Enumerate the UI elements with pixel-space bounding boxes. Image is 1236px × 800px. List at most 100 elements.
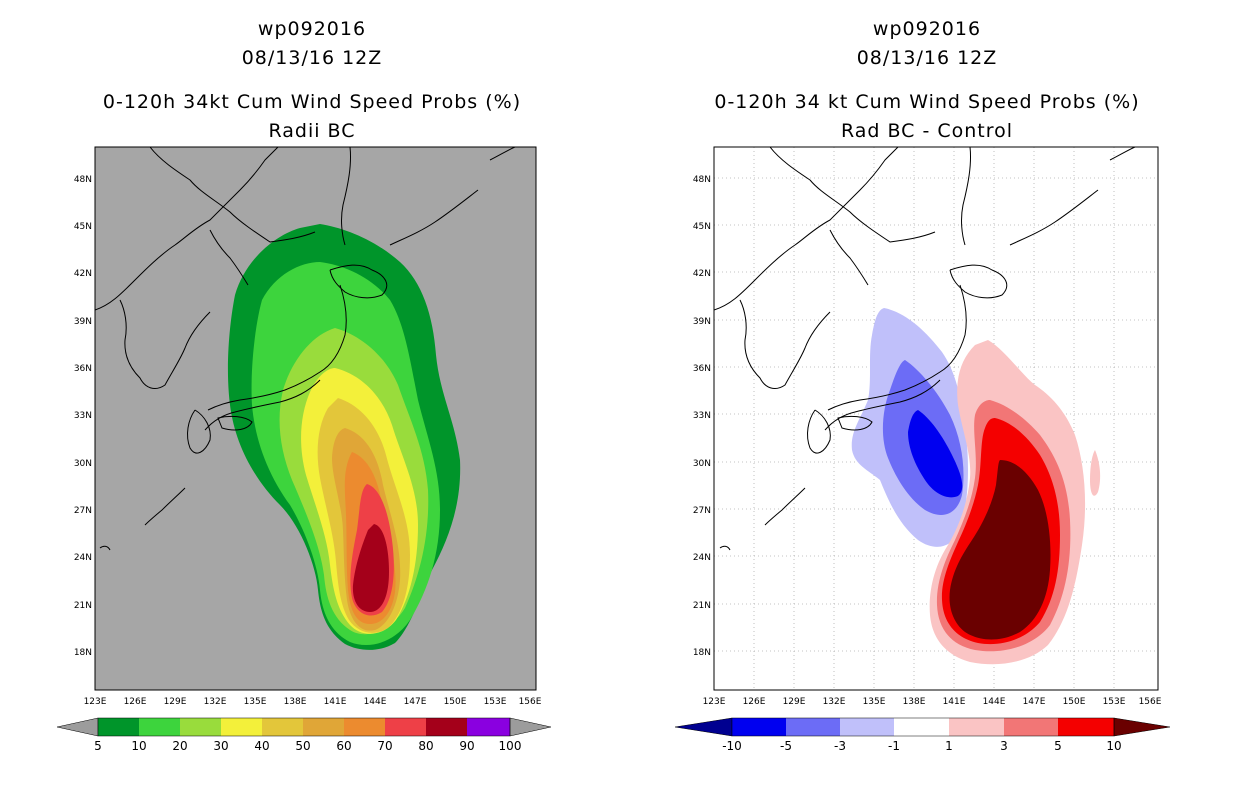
right-colorbar-label: -10	[722, 739, 742, 753]
left-lon-label: 129E	[164, 697, 187, 707]
coastline-kyushu	[187, 409, 211, 454]
coastline-asia-north	[769, 147, 936, 243]
left-lat-label: 33N	[74, 411, 92, 421]
contour-80	[352, 524, 389, 612]
left-map-frame	[94, 146, 537, 691]
right-storm-id: wp092016	[872, 18, 982, 40]
left-lon-label: 153E	[484, 697, 507, 707]
right-colorbar-label: -3	[834, 739, 846, 753]
left-colorbar-label: 30	[213, 739, 228, 753]
coastline-honshu-south	[204, 379, 321, 431]
left-colorbar-bin	[385, 718, 426, 736]
right-lon-label: 135E	[863, 697, 886, 707]
right-difference-contours	[851, 308, 1101, 665]
coastline-asia	[95, 147, 279, 311]
coastline-asia-north	[149, 147, 316, 243]
right-lon-label: 126E	[743, 697, 766, 707]
left-lat-label: 30N	[74, 459, 92, 469]
left-colorbar-label: 20	[172, 739, 187, 753]
left-lon-label: 132E	[204, 697, 227, 707]
left-colorbar-label: 10	[131, 739, 146, 753]
left-lat-label: 45N	[74, 222, 92, 232]
left-colorbar-bin	[221, 718, 262, 736]
coastline-ryukyu	[764, 487, 806, 526]
left-lon-label: 156E	[519, 697, 542, 707]
left-colorbar-label: 70	[377, 739, 392, 753]
coastline-hokkaido	[949, 264, 1008, 299]
left-lon-label: 141E	[324, 697, 347, 707]
right-lat-label: 42N	[693, 269, 711, 279]
coastline-honshu-south	[824, 379, 941, 431]
left-lat-label: 27N	[74, 506, 92, 516]
right-colorbar-high-arrow	[1113, 717, 1171, 737]
right-colorbar-labels: -10 -5 -3 -1 1 3 5 10	[722, 739, 1121, 753]
coastline-kurils	[389, 189, 479, 246]
right-lat-label: 18N	[693, 648, 711, 658]
right-colorbar-bin	[949, 718, 1004, 736]
left-colorbar-label: 60	[336, 739, 351, 753]
left-lon-label: 147E	[404, 697, 427, 707]
right-title: 0-120h 34 kt Cum Wind Speed Probs (%)	[714, 91, 1140, 113]
coastline-taiwan	[99, 545, 111, 551]
left-lat-label: 18N	[74, 648, 92, 658]
left-colorbar-label: 50	[295, 739, 310, 753]
right-lat-label: 33N	[693, 411, 711, 421]
left-date: 08/13/16 12Z	[241, 47, 383, 69]
right-lon-label: 150E	[1063, 697, 1086, 707]
right-colorbar-label: -1	[888, 739, 900, 753]
coastline-hokkaido	[329, 264, 388, 299]
right-lon-label: 138E	[903, 697, 926, 707]
right-lon-label: 129E	[783, 697, 806, 707]
left-lat-label: 48N	[74, 175, 92, 185]
right-colorbar-label: -5	[780, 739, 792, 753]
right-lat-label: 24N	[693, 553, 711, 563]
left-colorbar-label: 40	[254, 739, 269, 753]
right-lat-label: 30N	[693, 459, 711, 469]
right-lat-labels: 48N 45N 42N 39N 36N 33N 30N 27N 24N 21N …	[693, 175, 711, 658]
left-colorbar-label: 90	[459, 739, 474, 753]
right-colorbar-bin	[894, 718, 949, 736]
right-lon-label: 144E	[983, 697, 1006, 707]
right-date: 08/13/16 12Z	[856, 47, 998, 69]
right-lat-label: 27N	[693, 506, 711, 516]
left-lon-label: 150E	[444, 697, 467, 707]
coastline-sakhalin	[341, 147, 351, 246]
coastline-kamchatka	[489, 147, 516, 161]
left-colorbar-bin	[98, 718, 139, 736]
right-colorbar-label: 3	[1000, 739, 1008, 753]
left-colorbar-labels: 5 10 20 30 40 50 60 70 80 90 100	[94, 739, 521, 753]
coastline-shikoku	[217, 415, 253, 431]
left-lon-label: 123E	[84, 697, 107, 707]
right-lon-label: 156E	[1139, 697, 1162, 707]
contour-pos-1-east	[1090, 450, 1101, 496]
contour-neg-5	[908, 410, 963, 498]
right-lat-label: 21N	[693, 601, 711, 611]
coastline-kyushu	[807, 409, 831, 454]
right-colorbar-label: 5	[1054, 739, 1062, 753]
left-lat-label: 39N	[74, 317, 92, 327]
coastline-kurils	[1009, 189, 1099, 246]
right-lat-label: 36N	[693, 364, 711, 374]
left-lon-labels: 123E 126E 129E 132E 135E 138E 141E 144E …	[84, 697, 542, 707]
left-probability-contours	[227, 224, 461, 650]
left-colorbar-bin	[262, 718, 303, 736]
left-lat-labels: 48N 45N 42N 39N 36N 33N 30N 27N 24N 21N …	[74, 175, 92, 658]
left-colorbar-label: 5	[94, 739, 102, 753]
left-colorbar-bin	[344, 718, 385, 736]
right-colorbar-bin	[840, 718, 894, 736]
coastline-taiwan	[719, 545, 731, 551]
coastline-sea-coast	[829, 229, 869, 286]
left-lon-label: 135E	[244, 697, 267, 707]
coastline-sakhalin	[961, 147, 971, 246]
coastline-shikoku	[837, 415, 873, 431]
left-colorbar-bin	[139, 718, 180, 736]
left-colorbar-bin	[180, 718, 221, 736]
left-colorbar-low-arrow	[56, 717, 99, 737]
coastline-sea-coast	[209, 229, 249, 286]
coastline-korea	[739, 299, 831, 389]
right-colorbar-bin	[1058, 718, 1114, 736]
right-lat-label: 45N	[693, 222, 711, 232]
left-lat-label: 24N	[74, 553, 92, 563]
right-colorbar-bin	[786, 718, 840, 736]
left-coastlines	[95, 147, 516, 551]
